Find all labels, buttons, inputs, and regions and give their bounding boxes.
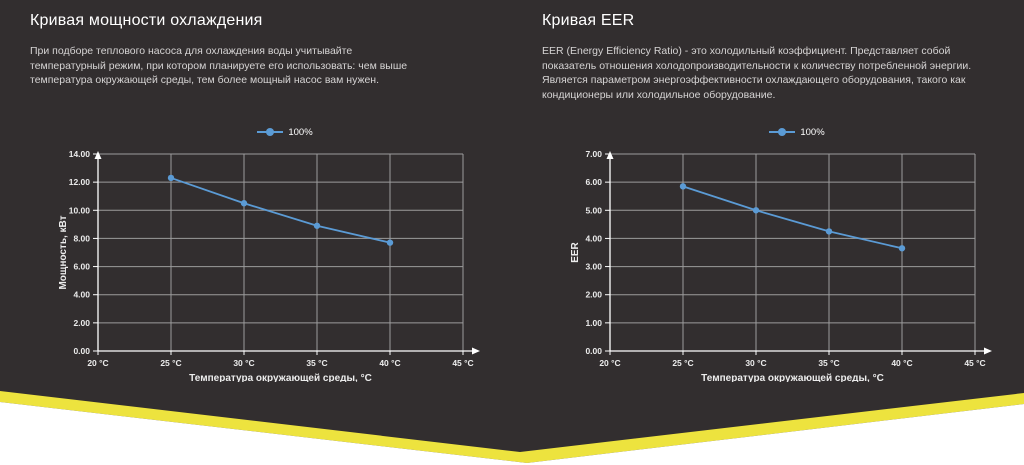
data-point [679,183,687,190]
x-tick-label: 25 °C [160,358,181,368]
y-tick-label: 6.00 [73,262,90,272]
y-tick-label: 7.00 [585,149,602,159]
chart-plot-area: 0.00 2.00 4.00 6.00 8.00 10.00 12.00 14.00 20 °C… [30,146,506,387]
x-tick-label: 45 °C [964,358,985,368]
data-point [825,228,833,235]
x-axis-arrow-icon [984,347,992,355]
y-tick-label: 4.00 [585,233,602,243]
y-tick-label: 6.00 [585,177,602,187]
data-point [167,174,175,182]
cooling-power-chart: 100% 0.00 2.00 4.00 6.00 8.00 10.00 12.00 14.00… [30,124,506,387]
x-tick-label: 20 °C [599,358,620,368]
y-axis-title: Мощность, кВт [58,215,69,289]
chart-legend: 100% [30,124,506,140]
x-axis-arrow-icon [472,347,480,355]
section-title: Кривая мощности охлаждения [30,12,263,29]
x-tick-label: 45 °C [452,358,473,368]
legend-line-dot-marker [257,128,284,136]
y-axis-title: EER [570,241,581,262]
y-tick-label: 10.00 [69,205,91,215]
data-line [682,185,903,250]
legend-dot-icon [778,128,787,136]
section-description: При подборе теплового насоса для охлажде… [30,45,408,86]
section-eer: Кривая EER EER (Energy Efficiency Ratio)… [542,12,1018,412]
x-tick-label: 40 °C [891,358,912,368]
y-tick-label: 3.00 [585,262,602,272]
data-line [170,177,391,244]
line-chart-svg: 0.00 1.00 2.00 3.00 4.00 5.00 6.00 7.00 20 °C 25 … [570,149,992,384]
x-tick-label: 40 °C [379,358,400,368]
y-tick-label: 12.00 [69,177,91,187]
y-tick-label: 0.00 [73,346,90,356]
y-tick-label: 4.00 [73,290,90,300]
legend-dot-icon [266,128,275,136]
section-cooling-power: Кривая мощности охлаждения При подборе т… [30,12,506,412]
legend-label: 100% [288,126,313,138]
line-chart-svg: 0.00 2.00 4.00 6.00 8.00 10.00 12.00 14.00 20 °C… [58,149,480,384]
y-tick-label: 8.00 [73,233,90,243]
eer-chart: 100% 0.00 1.00 2.00 3.00 4.00 5.00 6.00 7.00 20 … [542,124,1018,387]
x-tick-label: 20 °C [87,358,108,368]
legend-line-dot-marker [769,128,796,136]
x-tick-label: 35 °C [818,358,839,368]
data-point [898,245,906,252]
data-point [752,207,760,214]
y-tick-label: 2.00 [73,318,90,328]
data-point [386,239,394,246]
x-axis-title: Температура окружающей среды, °C [701,373,884,382]
x-axis-title: Температура окружающей среды, °C [189,373,372,382]
legend-label: 100% [800,126,825,138]
y-tick-label: 2.00 [585,290,602,300]
chart-plot-area: 0.00 1.00 2.00 3.00 4.00 5.00 6.00 7.00 20 °C 25 … [542,146,1018,387]
y-tick-label: 14.00 [69,149,91,159]
section-description: EER (Energy Efficiency Ratio) - это холо… [542,45,972,101]
data-point [240,200,248,207]
y-tick-label: 0.00 [585,346,602,356]
chart-legend: 100% [542,124,1018,140]
y-tick-label: 1.00 [585,318,602,328]
x-tick-label: 30 °C [233,358,254,368]
x-tick-label: 30 °C [745,358,766,368]
data-point [313,222,321,229]
chevron-yellow-band [0,391,1024,463]
y-axis-arrow-icon [606,151,614,159]
chevron-white-area [0,402,1024,465]
bottom-chevron-decoration [0,391,1024,465]
y-axis-arrow-icon [94,151,102,159]
section-title: Кривая EER [542,12,635,29]
y-tick-label: 5.00 [585,205,602,215]
x-tick-label: 25 °C [672,358,693,368]
x-tick-label: 35 °C [306,358,327,368]
